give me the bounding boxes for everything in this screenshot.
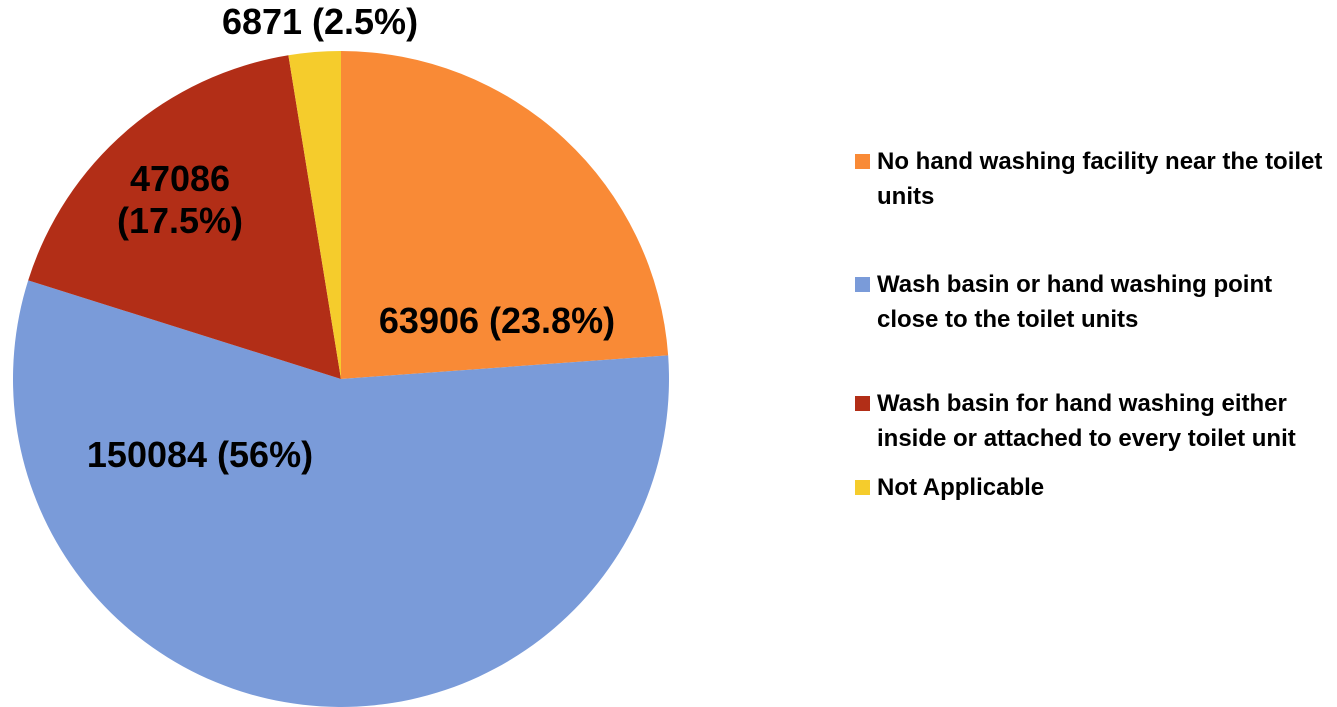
legend-item: Not Applicable bbox=[855, 470, 1335, 505]
data-label: 47086 (17.5%) bbox=[116, 158, 244, 241]
data-label: 63906 (23.8%) bbox=[378, 300, 616, 341]
legend: No hand washing facility near the toilet… bbox=[855, 144, 1335, 505]
legend-swatch bbox=[855, 396, 870, 411]
pie-slice bbox=[341, 51, 669, 379]
legend-swatch bbox=[855, 154, 870, 169]
legend-swatch bbox=[855, 277, 870, 292]
pie-slice bbox=[28, 55, 341, 380]
legend-label: Not Applicable bbox=[877, 474, 1045, 501]
data-label: 150084 (56%) bbox=[86, 434, 314, 475]
legend-label: Wash basin for hand washing either insid… bbox=[877, 390, 1296, 452]
pie-slice bbox=[13, 280, 669, 707]
legend-item: Wash basin for hand washing either insid… bbox=[855, 386, 1335, 456]
legend-item: Wash basin or hand washing point close t… bbox=[855, 267, 1335, 337]
pie-slice bbox=[288, 51, 341, 379]
data-label: 6871 (2.5%) bbox=[221, 1, 419, 42]
legend-label: No hand washing facility near the toilet… bbox=[877, 148, 1323, 210]
legend-item: No hand washing facility near the toilet… bbox=[855, 144, 1335, 214]
legend-swatch bbox=[855, 480, 870, 495]
legend-label: Wash basin or hand washing point close t… bbox=[877, 271, 1273, 333]
